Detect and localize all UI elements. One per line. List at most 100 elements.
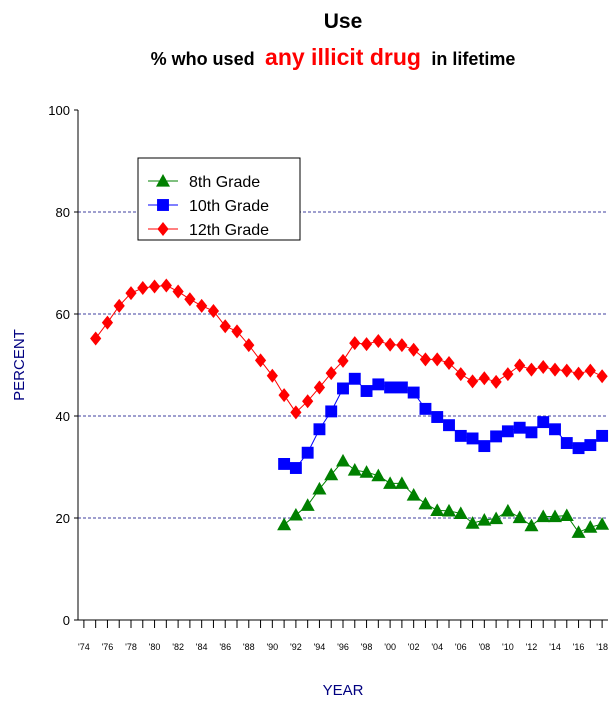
marker (453, 506, 468, 520)
marker (595, 517, 610, 530)
marker (419, 402, 432, 415)
marker (372, 334, 384, 349)
legend: 8th Grade 10th Grade 12th Grade (137, 157, 301, 241)
marker (395, 381, 408, 394)
x-tick-label: '14 (549, 642, 561, 652)
legend-marker (157, 222, 169, 236)
x-tick-label: '06 (455, 642, 467, 652)
x-tick-label: '86 (219, 642, 231, 652)
marker (514, 358, 526, 373)
marker (596, 369, 608, 384)
marker (583, 520, 598, 533)
subtitle-part: % who used (151, 49, 255, 69)
marker (243, 338, 255, 353)
marker (360, 385, 373, 397)
marker (513, 421, 526, 434)
x-axis-label: YEAR (323, 682, 364, 699)
y-tick-label: 100 (48, 103, 70, 118)
marker (396, 338, 408, 353)
y-tick-label: 60 (56, 307, 70, 322)
x-tick-label: '98 (361, 642, 373, 652)
marker (278, 457, 291, 470)
marker (359, 465, 374, 478)
y-tick-label: 0 (63, 613, 70, 628)
x-tick-label: '08 (478, 642, 490, 652)
y-axis-label: PERCENT (11, 329, 28, 401)
marker (454, 429, 467, 442)
legend-label: 8th Grade (189, 174, 260, 191)
marker (406, 488, 421, 501)
marker (266, 368, 278, 383)
marker (254, 353, 267, 368)
marker (137, 280, 149, 295)
marker (548, 509, 562, 523)
marker (113, 298, 125, 313)
x-tick-label: '04 (431, 642, 443, 652)
marker (313, 423, 326, 436)
marker (572, 366, 585, 381)
marker (512, 510, 527, 524)
marker (443, 355, 455, 370)
marker (278, 388, 290, 403)
marker (384, 381, 397, 394)
marker (313, 380, 326, 395)
marker (431, 411, 444, 423)
x-tick-label: '84 (196, 642, 208, 652)
x-tick-label: '88 (243, 642, 255, 652)
marker (184, 292, 196, 307)
x-tick-label: '92 (290, 642, 302, 652)
x-tick-label: '76 (102, 642, 114, 652)
marker (502, 367, 514, 382)
marker (336, 453, 350, 467)
marker (101, 315, 114, 330)
marker (289, 462, 302, 474)
marker (360, 337, 373, 352)
marker (337, 382, 349, 395)
marker (584, 439, 597, 452)
marker (430, 503, 445, 516)
marker (300, 498, 315, 511)
marker (431, 352, 443, 367)
marker (572, 442, 585, 455)
marker (384, 337, 396, 352)
marker (465, 516, 480, 529)
marker (442, 503, 456, 517)
marker (596, 429, 609, 442)
x-tick-label: '80 (149, 642, 161, 652)
marker (337, 353, 349, 368)
marker (501, 425, 514, 438)
marker (383, 476, 398, 489)
marker (524, 518, 539, 532)
marker (312, 481, 327, 495)
x-tick-label: '82 (172, 642, 184, 652)
marker (561, 363, 573, 378)
marker (489, 511, 504, 525)
x-tick-label: '90 (266, 642, 278, 652)
marker (455, 367, 467, 382)
marker (490, 374, 502, 389)
marker (290, 405, 302, 420)
marker (500, 503, 515, 517)
marker (219, 319, 231, 334)
marker (559, 508, 574, 522)
marker (371, 468, 386, 482)
marker (560, 437, 573, 449)
marker (537, 416, 550, 429)
legend-label: 12th Grade (189, 222, 269, 239)
marker (584, 363, 596, 378)
subtitle-highlight: any illicit drug (265, 44, 421, 70)
marker (571, 525, 586, 538)
legend-marker (157, 199, 169, 211)
marker (525, 362, 538, 377)
marker (348, 372, 361, 385)
x-tick-label: '02 (408, 642, 420, 652)
marker (301, 446, 314, 459)
legend-marker (156, 174, 170, 187)
marker (418, 496, 433, 510)
y-tick-label: 80 (56, 205, 70, 220)
marker (372, 378, 385, 391)
marker (536, 509, 551, 523)
marker (324, 467, 339, 481)
x-tick-label: '00 (384, 642, 396, 652)
y-tick-label: 40 (56, 409, 70, 424)
